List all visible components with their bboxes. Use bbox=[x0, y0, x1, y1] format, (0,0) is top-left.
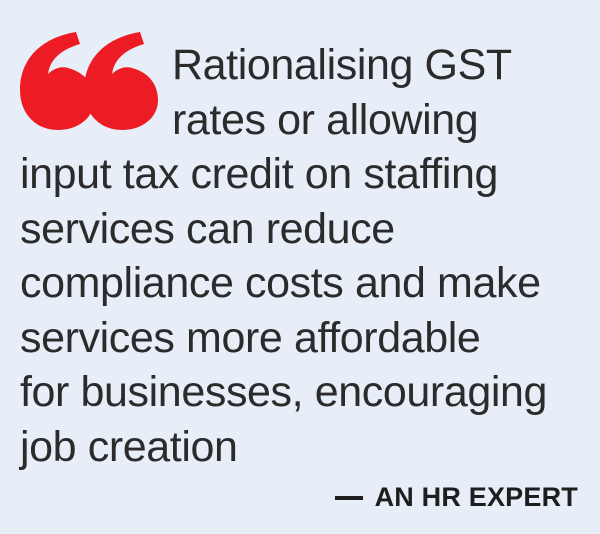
quote-line: for businesses, encouraging bbox=[20, 368, 548, 416]
quote-text: Rationalising GST rates or allowing inpu… bbox=[20, 38, 586, 474]
quote-line: services can reduce bbox=[20, 204, 395, 253]
quote-line: Rationalising GST bbox=[172, 41, 512, 89]
quote-line: rates or allowing bbox=[172, 95, 479, 144]
quote-line: compliance costs and make bbox=[20, 259, 541, 307]
quote-line: input tax credit on staffing bbox=[20, 150, 499, 198]
em-dash bbox=[334, 495, 363, 500]
attribution-text: AN HR EXPERT bbox=[374, 482, 578, 512]
double-quote-icon bbox=[20, 32, 158, 130]
quote-line: services more affordable bbox=[20, 313, 481, 362]
attribution: AN HR EXPERT bbox=[334, 482, 578, 513]
quote-line: job creation bbox=[20, 422, 238, 471]
